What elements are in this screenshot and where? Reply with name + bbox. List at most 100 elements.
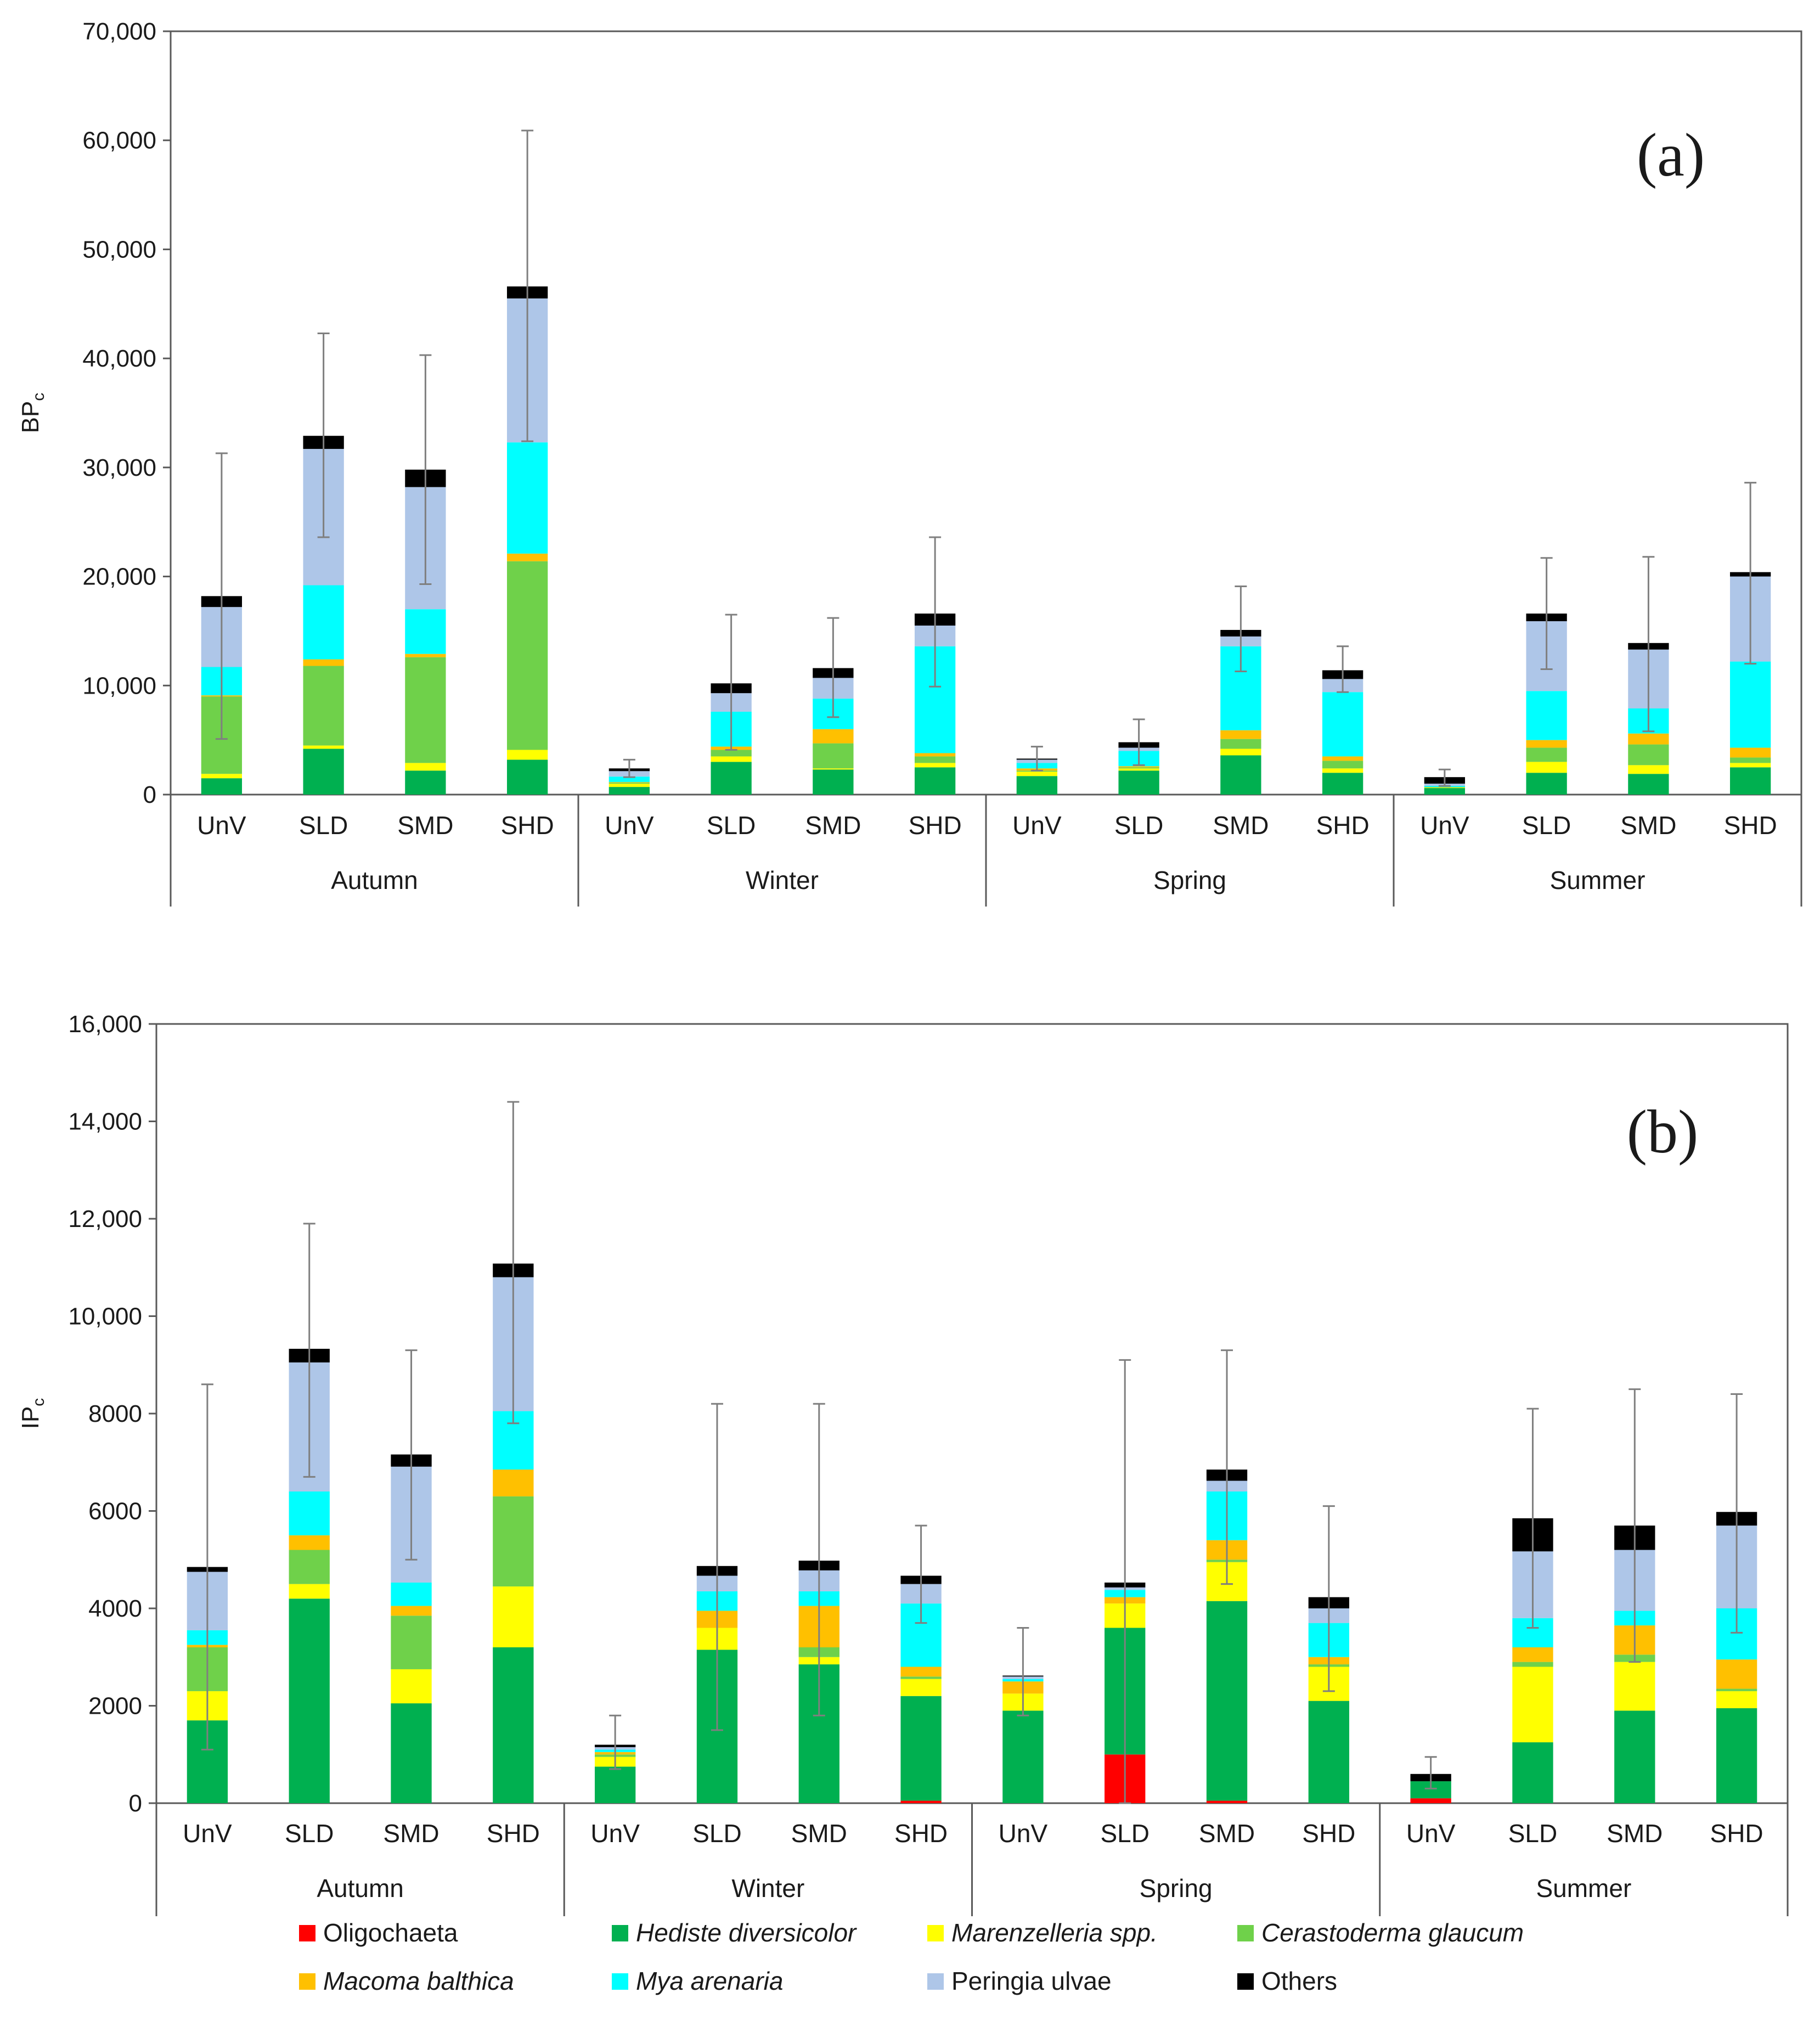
bar-spring-shd bbox=[1322, 645, 1363, 795]
legend-item-cerast: Cerastoderma glaucum bbox=[1237, 1918, 1524, 1947]
legend-swatch bbox=[1237, 1925, 1254, 1941]
bar-autumn-smd bbox=[405, 354, 446, 795]
bar-segment-maren bbox=[201, 774, 243, 779]
y-tick-label: 6000 bbox=[88, 1498, 142, 1525]
legend-label: Oligochaeta bbox=[323, 1918, 458, 1947]
group-label: Spring bbox=[1153, 866, 1226, 894]
panel-label: (b) bbox=[1627, 1098, 1699, 1166]
category-label: SLD bbox=[1508, 1819, 1557, 1848]
category-label: SHD bbox=[501, 811, 554, 840]
bar-segment-maren bbox=[405, 763, 446, 771]
category-label: SMD bbox=[1620, 811, 1676, 840]
bar-segment-mya bbox=[1729, 661, 1771, 748]
bar-segment-maren bbox=[1512, 1667, 1553, 1743]
y-tick-label: 70,000 bbox=[82, 18, 156, 45]
bar-summer-shd bbox=[1716, 1393, 1757, 1803]
bar-segment-maren bbox=[506, 750, 548, 760]
category-label: SMD bbox=[397, 811, 453, 840]
bar-segment-macoma bbox=[391, 1606, 432, 1616]
bar-segment-hediste bbox=[1016, 776, 1058, 795]
chart-panel-a: 0 10,000 20,000 30,000 40,000 50,000 60,000 70,… bbox=[17, 18, 1802, 907]
bar-segment-macoma bbox=[1729, 747, 1771, 758]
bar-winter-shd bbox=[900, 1524, 942, 1803]
group-label: Spring bbox=[1140, 1874, 1213, 1902]
category-label: SHD bbox=[1316, 811, 1370, 840]
bar-segment-hediste bbox=[1220, 755, 1261, 795]
bar-segment-cerast bbox=[1118, 767, 1159, 769]
category-label: SHD bbox=[909, 811, 962, 840]
bar-segment-hediste bbox=[1424, 788, 1466, 795]
y-axis-label-main: BP bbox=[17, 401, 44, 434]
panel-label: (a) bbox=[1637, 121, 1705, 189]
legend: Oligochaeta Hediste diversicolor Marenzell… bbox=[299, 1918, 1524, 1995]
bar-segment-hediste bbox=[1206, 1601, 1248, 1801]
bar-segment-macoma bbox=[405, 654, 446, 657]
bar-segment-macoma bbox=[1220, 730, 1261, 739]
bar-segment-maren bbox=[1118, 768, 1159, 771]
legend-swatch bbox=[927, 1973, 944, 1990]
y-tick-label: 14,000 bbox=[68, 1108, 142, 1135]
bar-segment-cerast bbox=[1729, 757, 1771, 763]
y-axis-label: IPc bbox=[17, 1398, 48, 1429]
bar-autumn-shd bbox=[493, 1101, 534, 1803]
category-label: UnV bbox=[183, 1819, 232, 1848]
bar-winter-sld bbox=[696, 1403, 738, 1803]
bar-segment-maren bbox=[1614, 1662, 1655, 1711]
bar-segment-cerast bbox=[1526, 747, 1567, 762]
bar-segment-macoma bbox=[1716, 1659, 1757, 1689]
bar-segment-cerast bbox=[711, 750, 752, 757]
bar-summer-smd bbox=[1628, 556, 1669, 795]
bar-winter-unv bbox=[594, 1714, 636, 1803]
chart-panel-b: 0 2000 4000 6000 8000 10,000 12,000 14,000 16,00… bbox=[17, 1011, 1789, 1916]
bar-segment-hediste bbox=[900, 1696, 942, 1801]
y-axis-label-sub: c bbox=[30, 1398, 48, 1406]
category-label: SLD bbox=[1100, 1819, 1149, 1848]
bar-segment-macoma bbox=[1628, 733, 1669, 745]
bar-segment-macoma bbox=[1322, 756, 1363, 761]
bar-segment-hediste bbox=[1512, 1742, 1553, 1803]
bar-segment-maren bbox=[391, 1669, 432, 1704]
legend-swatch bbox=[612, 1925, 628, 1941]
bar-segment-hediste bbox=[711, 762, 752, 795]
legend-item-peringia: Peringia ulvae bbox=[927, 1967, 1112, 1995]
category-label: UnV bbox=[999, 1819, 1048, 1848]
bar-winter-unv bbox=[608, 758, 650, 795]
y-tick-label: 30,000 bbox=[82, 454, 156, 481]
bar-segment-hediste bbox=[1308, 1701, 1350, 1803]
y-tick-label: 10,000 bbox=[82, 672, 156, 699]
bar-segment-cerast bbox=[1512, 1662, 1553, 1667]
bar-segment-cerast bbox=[1716, 1688, 1757, 1691]
legend-swatch bbox=[299, 1973, 315, 1990]
group-label: Autumn bbox=[317, 1874, 404, 1902]
bar-summer-sld bbox=[1526, 557, 1567, 795]
bar-summer-shd bbox=[1729, 482, 1771, 795]
bar-segment-cerast bbox=[1628, 744, 1669, 765]
category-label: SLD bbox=[1114, 811, 1163, 840]
bar-autumn-unv bbox=[201, 452, 243, 795]
bar-segment-cerast bbox=[391, 1616, 432, 1669]
bar-winter-smd bbox=[813, 617, 854, 795]
legend-swatch bbox=[612, 1973, 628, 1990]
y-tick-label: 8000 bbox=[88, 1400, 142, 1427]
bar-segment-maren bbox=[1716, 1691, 1757, 1708]
category-label: UnV bbox=[590, 1819, 640, 1848]
bar-segment-hediste bbox=[405, 770, 446, 795]
bar-spring-unv bbox=[1002, 1627, 1044, 1803]
legend-label: Macoma balthica bbox=[323, 1967, 514, 1995]
bar-segment-hediste bbox=[1729, 767, 1771, 795]
bar-segment-maren bbox=[1424, 787, 1466, 789]
y-axis-label-sub: c bbox=[30, 393, 48, 401]
category-label: SHD bbox=[1302, 1819, 1355, 1848]
bar-segment-maren bbox=[608, 784, 650, 787]
bar-segment-maren bbox=[914, 763, 956, 768]
legend-swatch bbox=[299, 1925, 315, 1941]
category-label: SMD bbox=[1213, 811, 1269, 840]
bar-segment-macoma bbox=[608, 782, 650, 783]
category-label: SHD bbox=[894, 1819, 948, 1848]
bar-summer-smd bbox=[1614, 1388, 1655, 1803]
category-label: UnV bbox=[1406, 1819, 1456, 1848]
bar-segment-cerast bbox=[506, 561, 548, 750]
bar-segment-mya bbox=[289, 1491, 330, 1535]
bar-segment-maren bbox=[1628, 765, 1669, 774]
category-label: UnV bbox=[1420, 811, 1469, 840]
